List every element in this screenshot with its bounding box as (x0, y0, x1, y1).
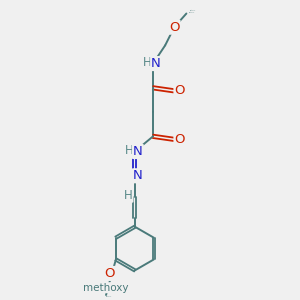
Text: O: O (169, 21, 179, 34)
Text: H: H (125, 143, 134, 157)
Text: H: H (143, 56, 152, 68)
Text: methoxy: methoxy (105, 296, 112, 297)
Text: methoxy: methoxy (189, 11, 195, 13)
Text: O: O (175, 84, 185, 98)
Text: methoxy: methoxy (190, 10, 196, 11)
Text: N: N (151, 57, 161, 70)
Text: N: N (133, 169, 143, 182)
Text: O: O (105, 267, 115, 280)
Text: N: N (133, 145, 143, 158)
Text: methoxy: methoxy (83, 283, 129, 293)
Text: H: H (124, 189, 133, 202)
Text: O: O (175, 133, 185, 146)
